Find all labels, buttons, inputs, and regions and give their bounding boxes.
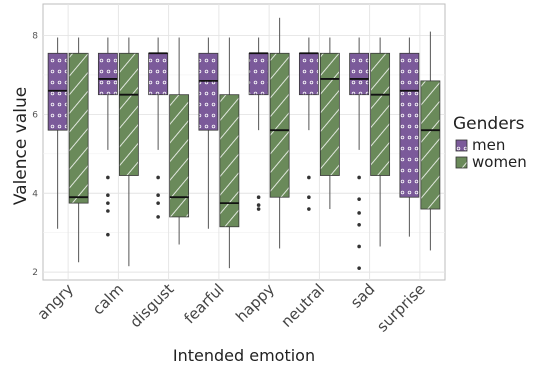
outlier-point: [106, 175, 110, 180]
box-men-surprise: [399, 52, 420, 198]
outlier-point: [106, 232, 110, 237]
outlier-point: [156, 215, 160, 219]
outlier-point: [256, 195, 261, 199]
outlier-point: [357, 175, 361, 180]
y-axis-title: Valence value: [11, 87, 31, 205]
y-tick-label: 4: [32, 189, 38, 199]
legend: Genders men women: [453, 114, 527, 171]
outlier-point: [307, 195, 311, 199]
x-tick-label-calm: calm: [89, 280, 127, 318]
x-axis: angry calm disgust fearful happy neutral sadsu…: [34, 280, 429, 336]
box-men-disgust: [148, 52, 169, 96]
x-axis-title: Intended emotion: [173, 346, 315, 365]
box-men-neutral: [298, 52, 319, 96]
x-tick-label-sad: sad: [347, 280, 378, 311]
x-tick-label-disgust: disgust: [126, 280, 177, 331]
outlier-point: [156, 193, 160, 198]
box-men-calm: [97, 52, 118, 96]
x-tick-label-surprise: surprise: [373, 280, 428, 335]
whiskers: [57, 17, 431, 269]
y-axis: 2 4 6 8: [32, 32, 38, 279]
box-women-calm: [118, 52, 139, 176]
y-tick-label: 8: [32, 32, 38, 42]
box-women-happy: [269, 52, 290, 198]
x-tick-label-angry: angry: [34, 280, 77, 323]
outlier-point: [156, 175, 160, 180]
outlier-point: [106, 193, 110, 198]
x-tick-label-neutral: neutral: [278, 280, 329, 331]
legend-label-men: men: [472, 136, 505, 154]
outlier-point: [156, 201, 160, 205]
outlier-point: [357, 223, 361, 227]
outlier-point: [256, 203, 261, 207]
box-men-sad: [349, 52, 370, 96]
box-men-angry: [47, 52, 68, 131]
boxes: [47, 52, 441, 228]
outlier-point: [357, 211, 361, 215]
outlier-point: [357, 244, 361, 249]
box-women-neutral: [319, 52, 340, 176]
y-tick-label: 2: [32, 268, 38, 278]
box-women-fearful: [219, 94, 240, 228]
box-women-sad: [370, 52, 391, 176]
outlier-point: [307, 207, 311, 211]
box-men-fearful: [198, 52, 219, 131]
legend-title: Genders: [453, 114, 525, 134]
outlier-point: [256, 207, 261, 211]
y-tick-label: 6: [32, 110, 38, 120]
outlier-point: [307, 175, 311, 180]
box-women-surprise: [420, 80, 441, 210]
outlier-point: [357, 266, 361, 270]
outlier-point: [357, 197, 361, 201]
box-women-angry: [68, 52, 89, 204]
legend-key-women: [455, 156, 468, 169]
box-women-disgust: [169, 94, 190, 218]
legend-label-women: women: [472, 153, 527, 171]
outliers: [106, 175, 361, 270]
outlier-point: [106, 209, 110, 213]
x-tick-label-happy: happy: [232, 280, 278, 326]
legend-key-men: [455, 139, 468, 152]
x-tick-label-fearful: fearful: [180, 280, 227, 327]
outlier-point: [106, 201, 110, 205]
box-men-happy: [248, 52, 269, 96]
